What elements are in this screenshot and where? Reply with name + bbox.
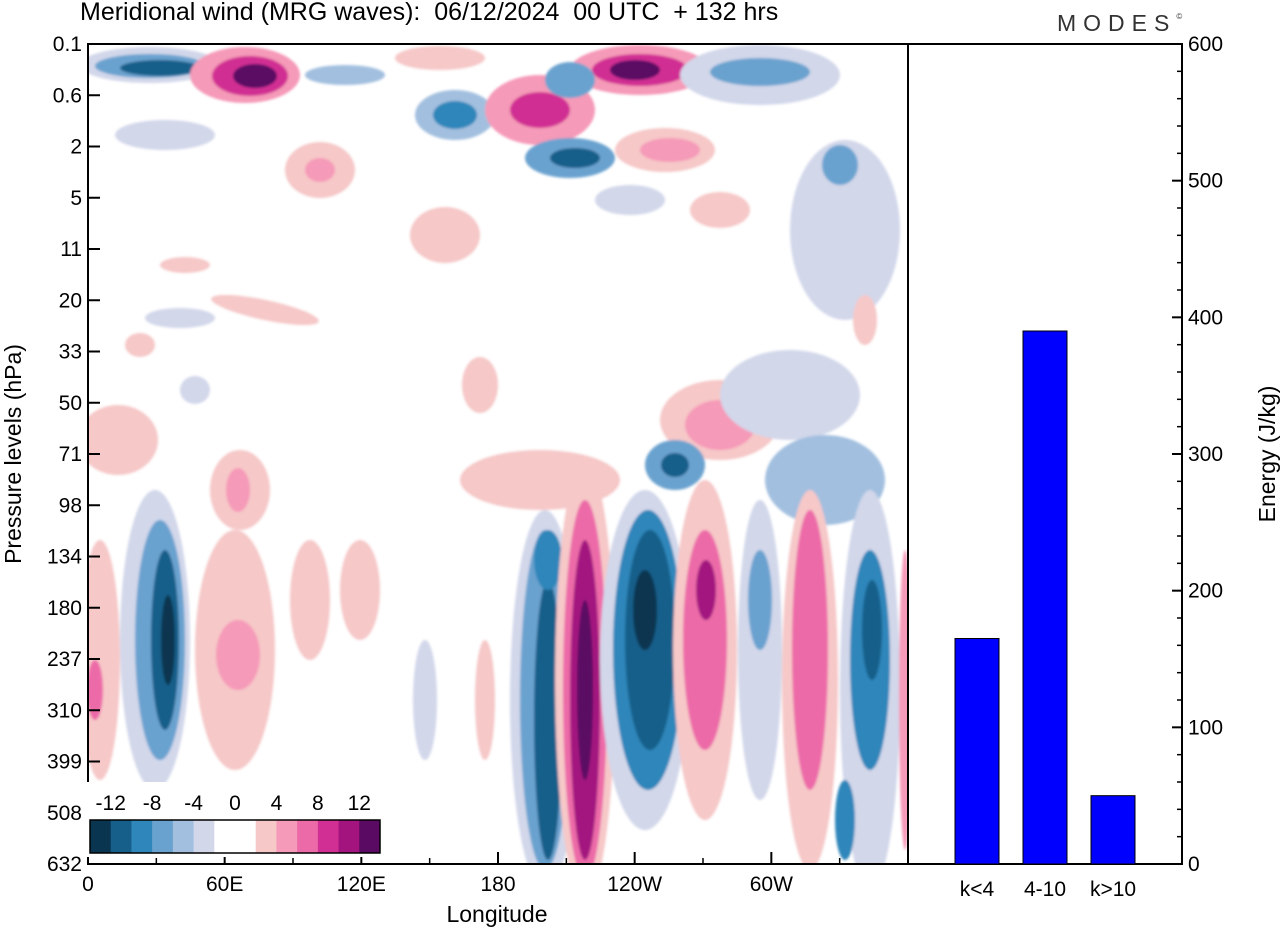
y-tick-label: 0.1: [53, 33, 82, 56]
bar-y-axis: 0 100 200 300 400 500 600: [1172, 33, 1223, 876]
colorbar-swatch: [255, 820, 277, 853]
chart-title: Meridional wind (MRG waves): 06/12/2024 …: [80, 0, 779, 26]
energy-tick-label: 0: [1188, 853, 1200, 876]
colorbar-swatch: [359, 820, 381, 853]
bar-category-label: k<4: [960, 878, 995, 901]
bar-category-label: k>10: [1090, 878, 1136, 901]
energy-tick-label: 500: [1188, 170, 1223, 193]
colorbar-label: 0: [229, 792, 241, 815]
x-tick-label: 0: [82, 873, 94, 896]
y-tick-label: 33: [59, 341, 82, 364]
bar-4-10: [1022, 330, 1068, 865]
heatmap-field: [88, 45, 908, 864]
bar-k<4: [954, 638, 1000, 865]
y-tick-label: 98: [59, 494, 82, 517]
colorbar-swatch: [152, 820, 174, 853]
energy-tick-label: 200: [1188, 580, 1223, 603]
colorbar-swatch: [110, 820, 132, 853]
energy-tick-label: 400: [1188, 306, 1223, 329]
colorbar-swatch: [193, 820, 215, 853]
energy-tick-label: 100: [1188, 716, 1223, 739]
colorbar: -12 -8 -4 0 4 8 12: [86, 782, 384, 857]
y-tick-label: 134: [47, 546, 82, 569]
y-tick-label: 237: [47, 648, 82, 671]
x-tick-label: 120W: [607, 873, 662, 896]
modes-logo: MODES©: [1057, 10, 1183, 36]
colorbar-label: 4: [271, 792, 283, 815]
y-tick-label: 71: [59, 443, 82, 466]
colorbar-swatch: [131, 820, 153, 853]
y-tick-label: 11: [60, 238, 82, 261]
x-axis-label: Longitude: [446, 901, 547, 927]
energy-tick-label: 300: [1188, 443, 1223, 466]
x-tick-label: 60E: [206, 873, 243, 896]
y-tick-label: 20: [59, 289, 82, 312]
y-tick-label: 2: [70, 136, 82, 159]
y-tick-label: 180: [47, 597, 82, 620]
colorbar-swatch: [90, 820, 112, 853]
colorbar-swatch: [276, 820, 298, 853]
y-tick-label: 0.6: [53, 84, 82, 107]
colorbar-label: -4: [184, 792, 203, 815]
x-tick-label: 180: [480, 873, 515, 896]
colorbar-label: 12: [348, 792, 371, 815]
colorbar-label: -8: [143, 792, 162, 815]
colorbar-label: 8: [312, 792, 324, 815]
colorbar-label: -12: [96, 792, 126, 815]
colorbar-swatch: [338, 820, 360, 853]
x-tick-label: 60W: [750, 873, 793, 896]
colorbar-swatch: [214, 820, 236, 853]
colorbar-swatch: [317, 820, 340, 853]
y-tick-label: 399: [47, 751, 82, 774]
y-tick-label: 50: [59, 392, 82, 415]
y-tick-label: 310: [47, 699, 82, 722]
bar-series: [954, 330, 1136, 865]
x-tick-label: 120E: [337, 873, 386, 896]
y-tick-label: 508: [47, 802, 82, 825]
colorbar-frame: [89, 819, 381, 854]
y-tick-label: 632: [47, 853, 82, 876]
colorbar-swatch: [172, 820, 195, 853]
y-axis-label: Pressure levels (hPa): [0, 344, 26, 564]
energy-tick-label: 600: [1188, 33, 1223, 56]
bar-k>10: [1090, 795, 1136, 865]
energy-axis-label: Energy (J/kg): [1254, 386, 1280, 523]
bar-x-axis: k<4 4-10 k>10: [960, 878, 1136, 901]
bar-category-label: 4-10: [1024, 878, 1066, 901]
heatmap-x-axis: 0 60E 120E 180 120W 60W: [82, 852, 841, 896]
y-tick-label: 5: [70, 187, 82, 210]
colorbar-swatch: [297, 820, 319, 853]
heatmap-y-axis: 0.1 0.6 2 5 11 20 33 50 71 98 134 180 237 310 399 508 63…: [47, 33, 100, 876]
colorbar-swatch: [235, 820, 257, 853]
